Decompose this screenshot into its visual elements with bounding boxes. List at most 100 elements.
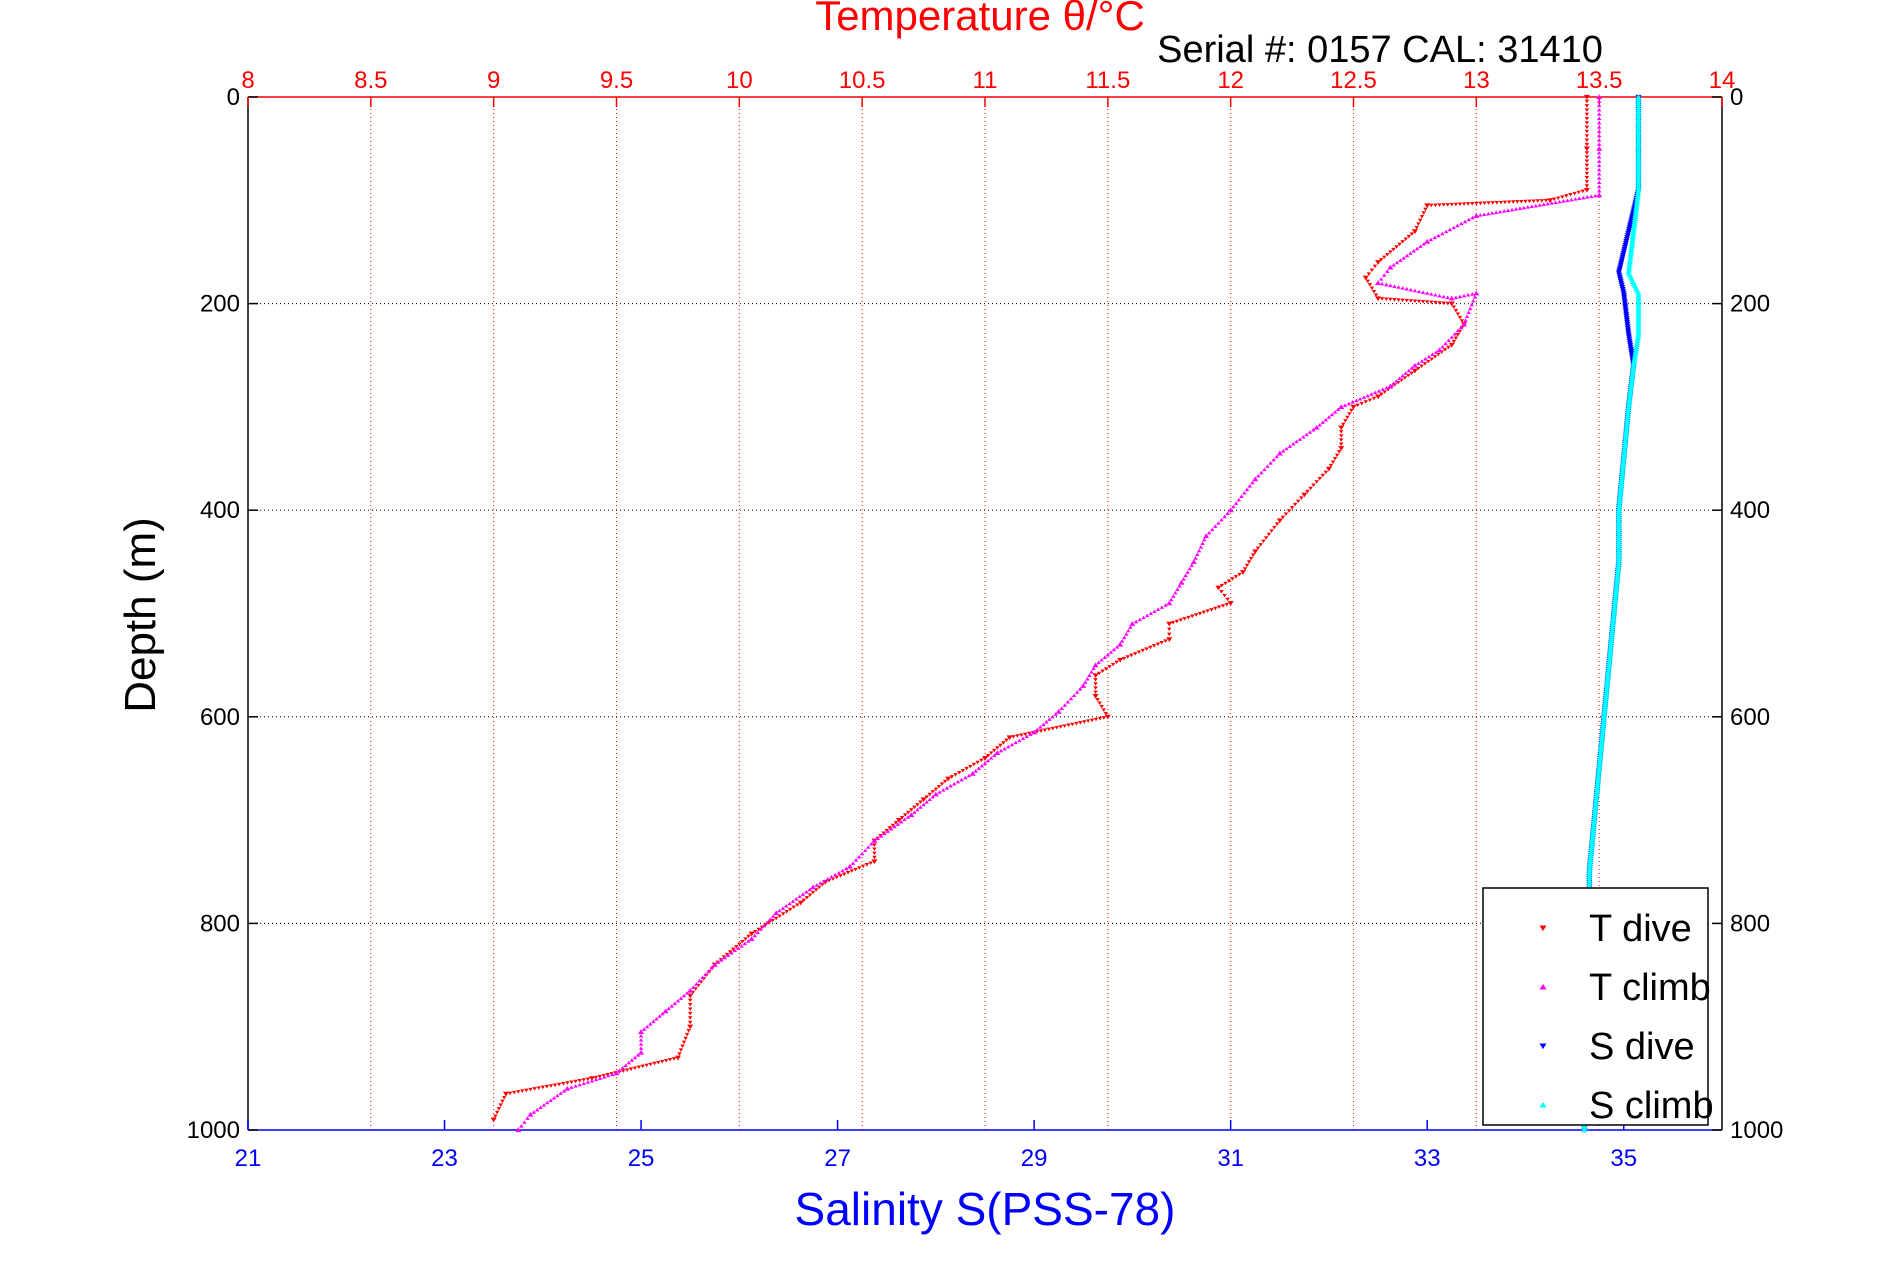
data-trace-marker [1471, 299, 1476, 303]
data-trace-marker [1001, 741, 1006, 745]
data-trace-marker [656, 1060, 661, 1065]
data-trace-marker [801, 898, 807, 903]
data-trace-marker [752, 933, 757, 938]
data-trace-marker [1584, 129, 1590, 134]
data-trace-marker [1420, 300, 1426, 304]
data-trace-marker [1449, 335, 1454, 339]
data-point [1448, 295, 1455, 301]
data-trace-marker [1470, 292, 1475, 296]
data-trace-marker [1628, 243, 1635, 248]
data-trace-marker [1280, 449, 1286, 453]
data-trace-marker [1453, 295, 1459, 300]
data-trace-marker [948, 784, 953, 788]
data-trace-marker [577, 1082, 582, 1087]
data-trace-marker [795, 903, 800, 907]
data-point [1190, 559, 1197, 564]
data-trace-marker [1452, 331, 1458, 336]
data-trace-marker [545, 1100, 550, 1105]
data-trace-marker [1631, 354, 1638, 360]
data-trace-marker [1572, 191, 1577, 196]
data-trace-marker [836, 870, 842, 875]
data-point [711, 962, 718, 967]
data-point [1411, 362, 1418, 368]
data-trace-marker [1406, 368, 1411, 373]
data-trace-marker [743, 937, 748, 941]
data-trace-marker [638, 1042, 644, 1046]
data-point [1387, 264, 1394, 270]
data-trace-marker [1430, 352, 1435, 357]
data-point [1424, 238, 1431, 244]
data-trace-marker [581, 1078, 586, 1082]
data-trace-marker [1573, 197, 1578, 201]
data-trace-marker [1404, 286, 1409, 291]
data-trace-marker [1219, 517, 1224, 522]
data-trace-marker [1385, 269, 1390, 273]
data-trace-marker [1634, 193, 1641, 199]
data-trace-marker [1308, 486, 1313, 491]
data-trace-marker [998, 748, 1004, 753]
data-trace-marker [1144, 613, 1150, 618]
data-trace-marker [1359, 401, 1364, 406]
data-trace-marker [973, 769, 978, 773]
data-trace-marker [1577, 196, 1582, 201]
data-trace-marker [930, 790, 935, 794]
data-trace-marker [756, 927, 761, 932]
data-point [687, 1024, 694, 1030]
data-trace-marker [1371, 290, 1377, 294]
data-trace-marker [1414, 226, 1419, 230]
data-trace-marker [520, 1089, 525, 1093]
data-point [1473, 213, 1480, 218]
data-trace-marker [740, 939, 745, 944]
data-trace-marker [1561, 199, 1566, 203]
data-trace-marker [1464, 314, 1470, 319]
data-trace-marker [1024, 734, 1029, 738]
data-trace-marker [1201, 610, 1206, 615]
data-trace-marker [1093, 690, 1098, 694]
data-trace-marker [688, 1007, 693, 1011]
data-trace-marker [1136, 650, 1142, 655]
y-tick-label-right: 0 [1730, 84, 1743, 111]
data-trace-marker [1384, 282, 1389, 287]
data-trace-marker [732, 948, 738, 953]
top-tick-label: 11 [973, 67, 998, 94]
data-trace-marker [688, 1016, 693, 1020]
data-trace-marker [1378, 277, 1384, 281]
data-trace-marker [853, 858, 859, 862]
data-trace-marker [1398, 258, 1403, 262]
data-trace-marker [1193, 556, 1198, 560]
data-trace-marker [1190, 614, 1195, 619]
data-trace-marker [868, 861, 873, 865]
data-trace-marker [887, 826, 893, 830]
data-trace-marker [1023, 732, 1028, 737]
data-trace-marker [1222, 514, 1227, 519]
data-point [1166, 600, 1173, 606]
top-tick-label: 11.5 [1085, 67, 1130, 94]
data-trace-marker [1242, 491, 1247, 495]
data-trace-marker [1189, 563, 1194, 567]
data-trace-marker [1265, 464, 1270, 468]
data-trace-marker [1103, 711, 1108, 716]
data-trace-marker [1545, 201, 1550, 206]
data-trace-marker [966, 773, 972, 778]
data-trace-marker [843, 866, 849, 871]
data-trace-marker [1429, 357, 1434, 361]
data-trace-marker [1122, 635, 1127, 640]
data-trace-marker [1226, 579, 1232, 584]
data-trace-marker [648, 1022, 653, 1026]
data-trace-marker [952, 781, 957, 786]
data-trace-marker [1630, 232, 1637, 238]
data-trace-marker [1461, 293, 1467, 298]
data-trace-marker [1175, 587, 1180, 591]
data-trace-marker [730, 947, 736, 952]
data-trace-marker [1320, 420, 1325, 424]
data-trace-marker [1261, 539, 1266, 544]
data-trace-marker [1408, 287, 1414, 292]
data-trace-marker [1193, 613, 1199, 617]
data-trace-marker [959, 777, 964, 782]
data-trace-marker [681, 1040, 687, 1045]
data-trace-marker [1457, 315, 1463, 320]
data-trace-marker [850, 861, 856, 865]
data-trace-marker [1244, 563, 1250, 568]
data-trace-marker [1409, 366, 1415, 370]
data-trace-marker [1596, 125, 1602, 129]
